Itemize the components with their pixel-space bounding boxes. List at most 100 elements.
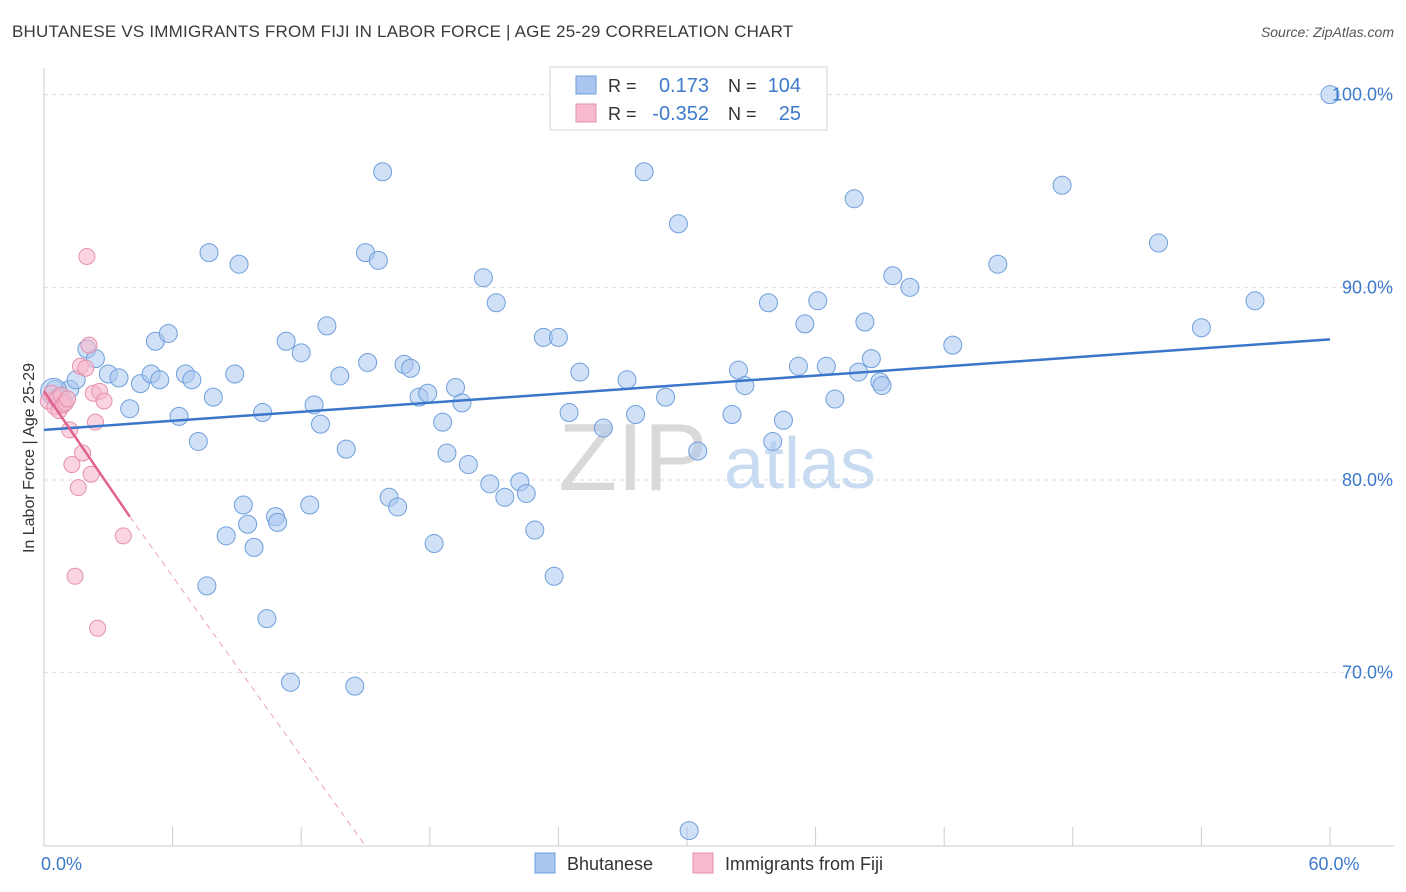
axes xyxy=(43,68,1394,847)
bhutanese-point xyxy=(900,277,920,297)
bottom-legend-swatch-pink xyxy=(692,852,714,874)
y-axis-label: In Labor Force | Age 25-29 xyxy=(21,363,38,553)
gridlines xyxy=(44,94,1394,674)
watermark: ZIP atlas xyxy=(558,404,876,511)
bhutanese-point xyxy=(225,364,245,384)
bhutanese-point xyxy=(197,576,217,596)
y-tick-label: 90.0% xyxy=(1342,277,1393,297)
bhutanese-point xyxy=(795,314,815,334)
bhutanese-point xyxy=(593,418,613,438)
bhutanese-point xyxy=(169,406,189,426)
bottom-legend: Bhutanese Immigrants from Fiji xyxy=(534,852,883,874)
bhutanese-point xyxy=(330,366,350,386)
legend-n-value-pink: 25 xyxy=(779,103,801,125)
bhutanese-point xyxy=(268,512,288,532)
x-tick-label: 0.0% xyxy=(41,854,82,874)
bhutanese-point xyxy=(437,443,457,463)
legend-n-label-pink: N = xyxy=(728,104,757,124)
bhutanese-point xyxy=(229,254,249,274)
bhutanese-point xyxy=(1320,85,1340,105)
bhutanese-point xyxy=(244,537,264,557)
legend-swatch-blue xyxy=(575,75,597,95)
bhutanese-point xyxy=(943,335,963,355)
source-label: Source: ZipAtlas.com xyxy=(1260,24,1394,40)
bhutanese-point xyxy=(188,431,208,451)
legend-box: R = 0.173 N = 104 R = -0.352 N = 25 xyxy=(549,66,828,131)
legend-r-value-blue: 0.173 xyxy=(659,75,709,97)
bhutanese-point xyxy=(544,566,564,586)
bhutanese-point xyxy=(358,352,378,372)
bhutanese-point xyxy=(300,495,320,515)
fiji-point xyxy=(69,479,87,497)
bhutanese-point xyxy=(1245,291,1265,311)
bhutanese-point xyxy=(634,162,654,182)
bhutanese-point xyxy=(788,356,808,376)
bhutanese-point xyxy=(120,399,140,419)
legend-r-label-pink: R = xyxy=(608,104,637,124)
bhutanese-point xyxy=(1052,175,1072,195)
bhutanese-point xyxy=(317,316,337,336)
fiji-point xyxy=(77,359,95,377)
bhutanese-point xyxy=(559,403,579,423)
fiji-points xyxy=(39,248,132,637)
trend-lines xyxy=(42,338,1331,847)
bhutanese-point xyxy=(373,162,393,182)
bhutanese-point xyxy=(688,441,708,461)
bhutanese-point xyxy=(844,189,864,209)
bhutanese-point xyxy=(480,474,500,494)
fiji-point xyxy=(82,465,100,483)
chart-title: BHUTANESE VS IMMIGRANTS FROM FIJI IN LAB… xyxy=(12,22,794,41)
bhutanese-point xyxy=(825,389,845,409)
bhutanese-point xyxy=(763,431,783,451)
bhutanese-point xyxy=(758,293,778,313)
bhutanese-point xyxy=(722,404,742,424)
fiji-point xyxy=(78,248,96,265)
bhutanese-point xyxy=(158,324,178,344)
bhutanese-point xyxy=(988,254,1008,274)
watermark-atlas: atlas xyxy=(724,424,876,504)
bhutanese-point xyxy=(486,293,506,313)
bhutanese-point xyxy=(679,821,699,841)
fiji-point xyxy=(63,456,81,474)
y-tick-label: 100.0% xyxy=(1332,85,1393,105)
bhutanese-point xyxy=(626,404,646,424)
legend-n-value-blue: 104 xyxy=(768,75,801,97)
bhutanese-point xyxy=(424,534,444,554)
bhutanese-point xyxy=(203,387,223,407)
bhutanese-point xyxy=(473,268,493,288)
bottom-legend-label-blue: Bhutanese xyxy=(567,854,653,874)
fiji-point xyxy=(89,619,107,637)
bhutanese-point xyxy=(233,495,253,515)
legend-r-label-blue: R = xyxy=(608,76,637,96)
bhutanese-point xyxy=(401,358,421,378)
bhutanese-point xyxy=(773,410,793,430)
x-tick-labels: 0.0% 60.0% xyxy=(41,854,1360,874)
fiji-point xyxy=(74,444,92,462)
bhutanese-point xyxy=(855,312,875,332)
bhutanese-point xyxy=(276,331,296,351)
bhutanese-point xyxy=(280,672,300,692)
bhutanese-point xyxy=(808,291,828,311)
bhutanese-point xyxy=(199,243,219,263)
bhutanese-point xyxy=(253,403,273,423)
bhutanese-point xyxy=(257,609,277,629)
fiji-point xyxy=(66,567,84,585)
bhutanese-trend-line xyxy=(43,338,1331,432)
axis-ticks xyxy=(172,827,1331,846)
bhutanese-point xyxy=(516,483,536,503)
y-tick-label: 80.0% xyxy=(1342,470,1393,490)
fiji-point xyxy=(114,527,132,545)
bhutanese-point xyxy=(336,439,356,459)
bottom-legend-swatch-blue xyxy=(534,852,556,874)
bhutanese-point xyxy=(617,370,637,390)
bhutanese-point xyxy=(525,520,545,540)
bhutanese-point xyxy=(1149,233,1169,253)
y-tick-labels: 70.0% 80.0% 90.0% 100.0% xyxy=(1332,85,1393,683)
bhutanese-point xyxy=(872,376,892,396)
bhutanese-point xyxy=(388,497,408,517)
fiji-point xyxy=(95,392,113,410)
bhutanese-point xyxy=(495,487,515,507)
x-tick-label: 60.0% xyxy=(1308,854,1359,874)
bhutanese-point xyxy=(452,393,472,413)
fiji-point xyxy=(80,336,98,354)
